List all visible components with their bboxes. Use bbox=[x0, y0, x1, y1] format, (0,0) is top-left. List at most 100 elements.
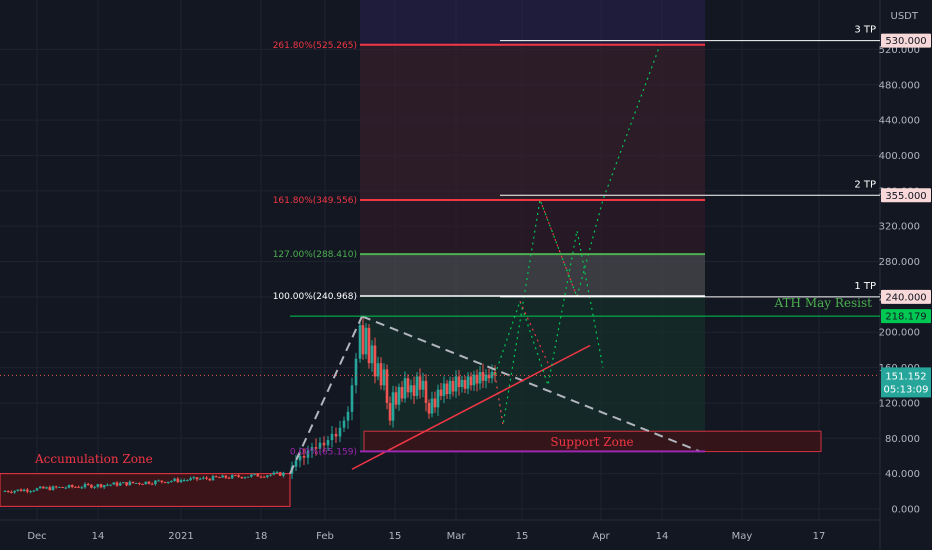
candle-body bbox=[421, 380, 425, 390]
candle-body bbox=[487, 374, 491, 379]
candle-body bbox=[478, 372, 482, 384]
y-tick-label: 120.000 bbox=[879, 398, 920, 409]
candle-body bbox=[466, 376, 470, 389]
candle-body bbox=[358, 325, 362, 359]
candle-body bbox=[409, 385, 413, 393]
x-tick-label: Dec bbox=[27, 531, 46, 542]
candle-body bbox=[122, 482, 125, 484]
candle-body bbox=[58, 486, 61, 488]
ath-label: ATH May Resist bbox=[774, 296, 873, 310]
candles bbox=[3, 316, 497, 494]
fib-shading bbox=[360, 0, 705, 452]
currency-label: USDT bbox=[891, 11, 919, 22]
shade-127-100 bbox=[360, 254, 705, 297]
candle-body bbox=[367, 327, 371, 364]
candle-body bbox=[61, 486, 64, 488]
y-tick-label: 280.000 bbox=[879, 257, 920, 268]
candle-body bbox=[19, 489, 23, 492]
candle-body bbox=[45, 487, 48, 489]
candle-body bbox=[32, 490, 36, 492]
accumulation-zone bbox=[0, 473, 291, 507]
candle-body bbox=[208, 478, 212, 481]
candle-body bbox=[394, 392, 398, 405]
candle-body bbox=[163, 481, 167, 483]
candle-body bbox=[186, 480, 189, 482]
candle-body bbox=[373, 345, 377, 377]
x-tick-label: 15 bbox=[389, 531, 402, 542]
candle-body bbox=[51, 486, 55, 491]
candle-body bbox=[218, 477, 221, 479]
target-tag: 355.000 bbox=[885, 191, 926, 202]
candle-body bbox=[141, 483, 144, 485]
candle-body bbox=[86, 483, 90, 485]
candle-body bbox=[90, 484, 93, 488]
candle-body bbox=[211, 475, 215, 481]
candle-body bbox=[102, 485, 106, 488]
candle-body bbox=[138, 482, 141, 484]
zones bbox=[0, 430, 822, 507]
candle-body bbox=[221, 475, 224, 478]
y-tick-label: 480.000 bbox=[879, 80, 920, 91]
candle-body bbox=[147, 481, 151, 484]
candle-body bbox=[354, 358, 358, 386]
x-tick-label: Mar bbox=[447, 531, 467, 542]
candle-body bbox=[22, 489, 26, 492]
candle-body bbox=[240, 476, 244, 479]
fib-levels bbox=[0, 40, 880, 453]
candle-body bbox=[26, 489, 29, 492]
candle-body bbox=[460, 379, 464, 388]
candle-body bbox=[99, 484, 103, 488]
x-tick-label: May bbox=[732, 531, 753, 542]
candle-body bbox=[361, 325, 365, 355]
candle-body bbox=[189, 478, 192, 481]
candle-body bbox=[173, 478, 176, 481]
descending-trendline bbox=[361, 315, 701, 453]
ath-tag: 218.179 bbox=[885, 312, 926, 323]
x-axis[interactable]: Dec 14 2021 18 Feb 15 Mar 15 Apr 14 May 17 bbox=[27, 531, 825, 542]
candle-body bbox=[67, 485, 71, 488]
candle-body bbox=[346, 411, 350, 421]
candle-body bbox=[38, 486, 42, 489]
candle-body bbox=[13, 490, 16, 493]
y-tick-label: 80.000 bbox=[885, 434, 920, 445]
candle-body bbox=[227, 477, 231, 479]
x-tick-label: 14 bbox=[92, 531, 105, 542]
candle-body bbox=[338, 427, 342, 437]
candle-body bbox=[253, 473, 256, 475]
fib-label: 127.00%(288.410) bbox=[273, 250, 357, 260]
drawings bbox=[289, 44, 701, 475]
candle-body bbox=[400, 387, 404, 399]
target-label: 3 TP bbox=[854, 25, 876, 36]
ath-tag-bg bbox=[881, 309, 931, 324]
candle-body bbox=[192, 477, 196, 479]
candle-body bbox=[77, 486, 80, 488]
candle-body bbox=[112, 482, 116, 485]
candle-body bbox=[415, 376, 419, 396]
candle-body bbox=[388, 402, 392, 421]
candle-body bbox=[195, 477, 199, 480]
candle-body bbox=[234, 475, 237, 477]
candle-body bbox=[96, 484, 100, 487]
y-tick-label: 400.000 bbox=[879, 151, 920, 162]
candle-body bbox=[406, 378, 410, 393]
y-tick-label: 200.000 bbox=[879, 328, 920, 339]
candle-body bbox=[314, 447, 318, 449]
candle-body bbox=[3, 491, 7, 493]
candle-body bbox=[457, 376, 461, 388]
candle-body bbox=[80, 487, 84, 489]
candle-body bbox=[439, 389, 443, 396]
candle-body bbox=[430, 398, 434, 414]
candle-body bbox=[150, 483, 154, 485]
x-tick-label: 15 bbox=[516, 531, 529, 542]
y-tick-label: 520.000 bbox=[879, 45, 920, 56]
fib-label: 0.00%(65.159) bbox=[290, 447, 357, 457]
candle-body bbox=[198, 478, 202, 480]
candle-body bbox=[256, 473, 260, 477]
candle-body bbox=[170, 480, 173, 482]
candle-body bbox=[106, 484, 109, 486]
candle-body bbox=[70, 485, 74, 487]
target-tag: 530.000 bbox=[885, 36, 926, 47]
projection-pullback-3 bbox=[494, 374, 504, 426]
labels: 261.80%(525.265) 161.80%(349.556) 127.00%(… bbox=[34, 25, 876, 466]
